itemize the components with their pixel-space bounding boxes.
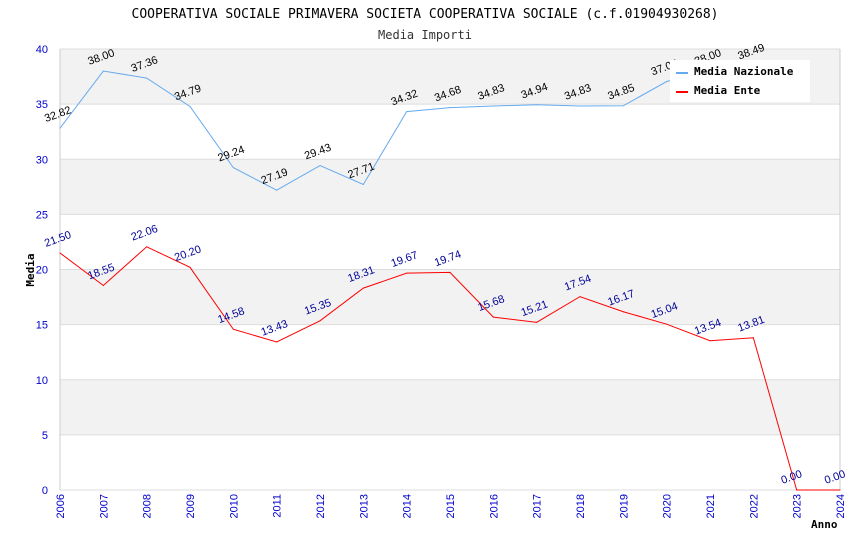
y-tick-label: 5 <box>42 430 48 442</box>
x-tick-label: 2016 <box>488 494 500 518</box>
data-point <box>362 183 364 185</box>
data-point <box>362 287 364 289</box>
data-point <box>579 105 581 107</box>
x-tick-label: 2011 <box>272 494 284 518</box>
x-tick-label: 2017 <box>532 494 544 518</box>
x-tick-label: 2009 <box>185 494 197 518</box>
data-label: 19.67 <box>390 249 420 270</box>
grid-band <box>60 159 840 215</box>
x-tick-label: 2024 <box>835 494 847 518</box>
chart-title: COOPERATIVA SOCIALE PRIMAVERA SOCIETA CO… <box>132 7 719 22</box>
y-tick-label: 35 <box>36 99 48 111</box>
x-tick-label: 2021 <box>705 494 717 518</box>
y-tick-label: 15 <box>36 320 48 332</box>
data-point <box>666 81 668 83</box>
grid-band <box>60 269 840 325</box>
y-tick-label: 25 <box>36 209 48 221</box>
data-label: 21.50 <box>43 229 73 250</box>
x-tick-label: 2022 <box>748 494 760 518</box>
data-point <box>752 337 754 339</box>
chart-subtitle: Media Importi <box>378 28 472 42</box>
data-point <box>102 284 104 286</box>
data-point <box>102 70 104 72</box>
data-point <box>59 127 61 129</box>
x-tick-label: 2012 <box>315 494 327 518</box>
y-tick-label: 30 <box>36 154 48 166</box>
legend-label-ente: Media Ente <box>694 84 761 97</box>
data-point <box>492 105 494 107</box>
x-axis-label: Anno <box>811 518 838 531</box>
data-point <box>276 341 278 343</box>
data-label: 0.00 <box>780 468 804 487</box>
data-point <box>146 77 148 79</box>
data-point <box>536 321 538 323</box>
data-label: 20.20 <box>173 243 203 264</box>
data-label: 22.06 <box>130 223 160 244</box>
data-point <box>536 104 538 106</box>
data-point <box>232 328 234 330</box>
x-tick-label: 2010 <box>228 494 240 518</box>
data-point <box>59 252 61 254</box>
y-axis-label: Media <box>24 253 37 286</box>
data-point <box>319 320 321 322</box>
x-tick-label: 2014 <box>402 494 414 518</box>
data-point <box>579 296 581 298</box>
data-point <box>449 107 451 109</box>
legend-label-nazionale: Media Nazionale <box>694 65 794 78</box>
x-tick-label: 2007 <box>98 494 110 518</box>
data-point <box>839 489 841 491</box>
data-point <box>622 105 624 107</box>
x-tick-label: 2008 <box>142 494 154 518</box>
x-tick-label: 2023 <box>792 494 804 518</box>
data-label: 0.00 <box>823 468 847 487</box>
data-point <box>189 105 191 107</box>
legend: Media Nazionale Media Ente <box>670 60 810 102</box>
data-point <box>276 189 278 191</box>
x-tick-label: 2020 <box>662 494 674 518</box>
data-point <box>319 165 321 167</box>
data-point <box>232 167 234 169</box>
data-point <box>146 246 148 248</box>
grid-band <box>60 379 840 435</box>
y-tick-label: 0 <box>42 485 48 497</box>
y-tick-label: 40 <box>36 44 48 56</box>
data-point <box>666 323 668 325</box>
x-tick-label: 2018 <box>575 494 587 518</box>
data-point <box>492 316 494 318</box>
x-tick-label: 2015 <box>445 494 457 518</box>
y-tick-label: 10 <box>36 375 48 387</box>
data-point <box>796 489 798 491</box>
x-tick-label: 2006 <box>55 494 67 518</box>
data-point <box>709 340 711 342</box>
data-point <box>622 311 624 313</box>
data-point <box>406 111 408 113</box>
data-label: 19.74 <box>433 248 463 269</box>
data-point <box>449 271 451 273</box>
y-tick-label: 20 <box>36 265 48 277</box>
data-point <box>189 266 191 268</box>
x-tick-label: 2019 <box>618 494 630 518</box>
data-point <box>406 272 408 274</box>
x-tick-label: 2013 <box>358 494 370 518</box>
